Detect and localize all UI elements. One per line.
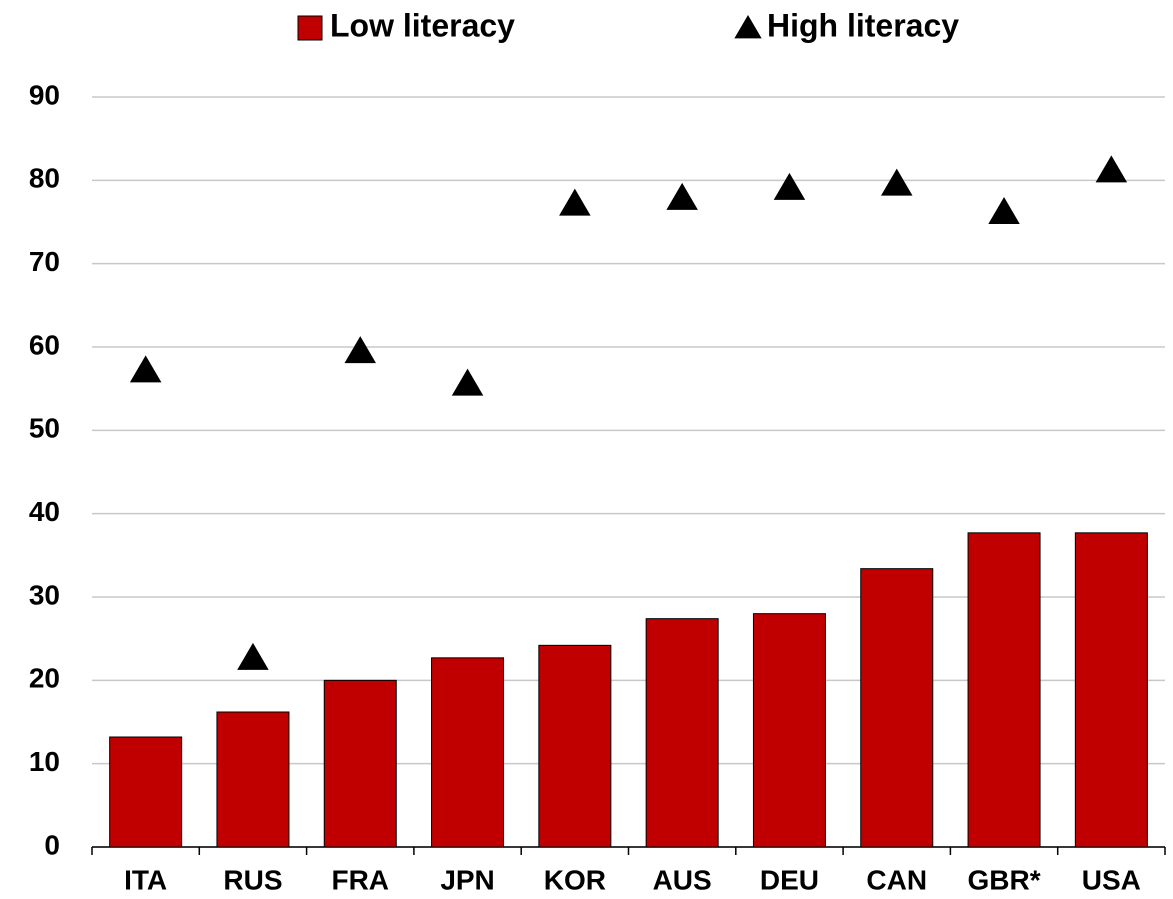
marker	[773, 172, 806, 200]
x-tick-label: ITA	[124, 864, 167, 895]
x-tick-label: JPN	[440, 864, 494, 895]
marker	[988, 197, 1020, 224]
x-tick-label: FRA	[331, 864, 389, 895]
x-tick-label: GBR*	[967, 864, 1040, 895]
legend-swatch	[734, 15, 762, 39]
y-tick-label: 30	[29, 579, 60, 610]
marker	[559, 188, 591, 216]
bar	[860, 568, 934, 848]
bar	[431, 657, 505, 848]
x-tick-label: CAN	[866, 864, 927, 895]
marker	[129, 355, 162, 383]
x-tick-label: USA	[1082, 864, 1141, 895]
marker	[237, 642, 269, 670]
bar	[752, 613, 826, 848]
x-tick-label: DEU	[760, 864, 819, 895]
y-tick-label: 60	[29, 329, 60, 360]
y-tick-label: 50	[29, 413, 60, 444]
y-tick-label: 70	[29, 246, 60, 277]
y-tick-label: 10	[29, 746, 60, 777]
x-tick-label: AUS	[653, 864, 712, 895]
bar	[323, 679, 397, 848]
bar	[109, 736, 183, 848]
legend-label: High literacy	[767, 7, 959, 43]
marker	[451, 368, 484, 396]
bar	[538, 644, 612, 848]
bar	[967, 532, 1041, 848]
legend-swatch	[297, 15, 323, 41]
y-tick-label: 0	[44, 829, 60, 860]
y-tick-label: 40	[29, 496, 60, 527]
legend-label: Low literacy	[330, 7, 515, 43]
marker	[1095, 155, 1128, 183]
marker	[881, 168, 913, 196]
bar	[216, 711, 290, 848]
marker	[666, 182, 698, 210]
bar	[1074, 532, 1148, 848]
bar	[645, 618, 719, 848]
y-tick-label: 20	[29, 663, 60, 694]
y-tick-label: 80	[29, 163, 60, 194]
x-tick-label: KOR	[544, 864, 606, 895]
y-tick-label: 90	[29, 79, 60, 110]
x-tick-label: RUS	[223, 864, 282, 895]
marker	[344, 336, 376, 364]
